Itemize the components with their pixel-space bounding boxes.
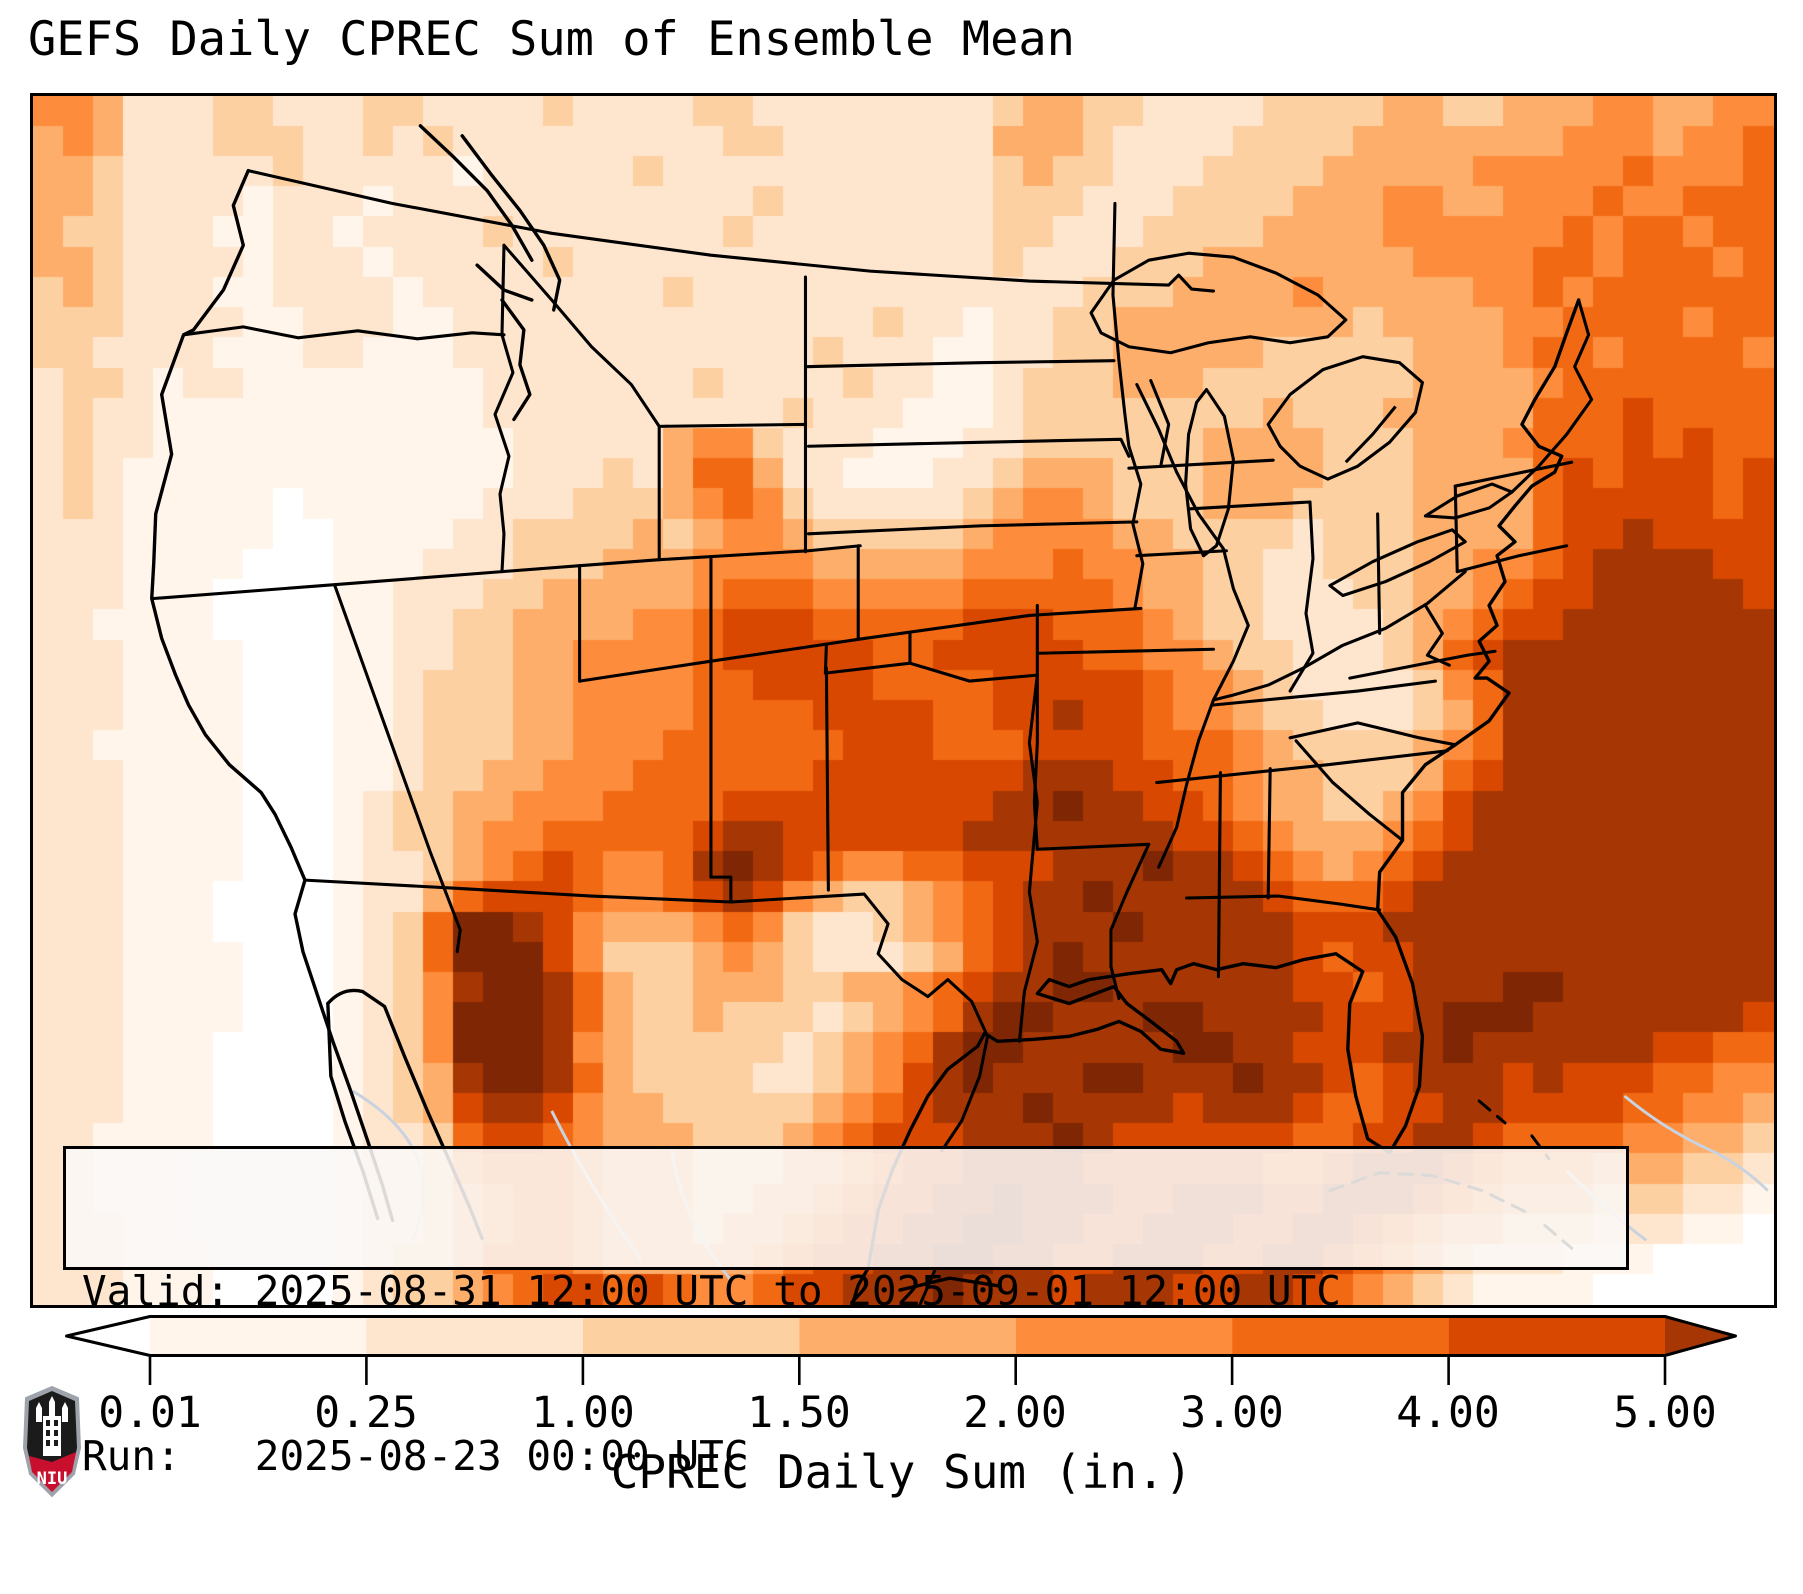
cb-tick-label: 1.00 (531, 1388, 635, 1438)
cb-tick-label: 4.00 (1396, 1388, 1500, 1438)
castle-windows (46, 1420, 58, 1446)
colorbar-segment (366, 1316, 583, 1356)
cb-tick-label: 0.25 (314, 1388, 418, 1438)
state-borders (152, 169, 1594, 1305)
coastlines (150, 124, 1581, 1305)
colorbar-segment (799, 1316, 1016, 1356)
colorbar-over-arrow (1665, 1316, 1736, 1356)
colorbar-segment (1015, 1316, 1233, 1356)
page-title: GEFS Daily CPREC Sum of Ensemble Mean (28, 12, 1075, 67)
valid-run-annotation: Valid: 2025-08-31 12:00 UTC to 2025-09-0… (63, 1146, 1629, 1480)
niu-logo: NIU (22, 1386, 82, 1498)
cb-tick-label: 0.01 (98, 1388, 202, 1438)
colorbar (65, 1315, 1737, 1389)
colorbar-segment (1232, 1316, 1449, 1356)
colorbar-axis-label: CPREC Daily Sum (in.) (610, 1445, 1193, 1499)
run-line: Run: 2025-08-23 00:00 UTC (82, 1432, 749, 1480)
cb-tick-label: 2.00 (963, 1388, 1067, 1438)
colorbar-segment (1448, 1316, 1665, 1356)
colorbar-segment (582, 1316, 800, 1356)
niu-logo-text: NIU (37, 1469, 68, 1489)
cb-tick-label: 3.00 (1180, 1388, 1284, 1438)
colorbar-svg (65, 1315, 1737, 1385)
precip-map: Valid: 2025-08-31 12:00 UTC to 2025-09-0… (30, 93, 1777, 1480)
cb-tick-label: 5.00 (1613, 1388, 1717, 1438)
colorbar-segments (150, 1316, 1665, 1356)
valid-line: Valid: 2025-08-31 12:00 UTC to 2025-09-0… (82, 1267, 1341, 1315)
state-borders-overlay (150, 124, 1769, 1305)
colorbar-ticks (148, 1357, 1667, 1385)
colorbar-outline (65, 1315, 1737, 1357)
great-lakes (1089, 251, 1514, 598)
colorbar-under-arrow (66, 1316, 150, 1356)
colorbar-segment (150, 1316, 367, 1356)
cb-tick-label: 1.50 (747, 1388, 851, 1438)
